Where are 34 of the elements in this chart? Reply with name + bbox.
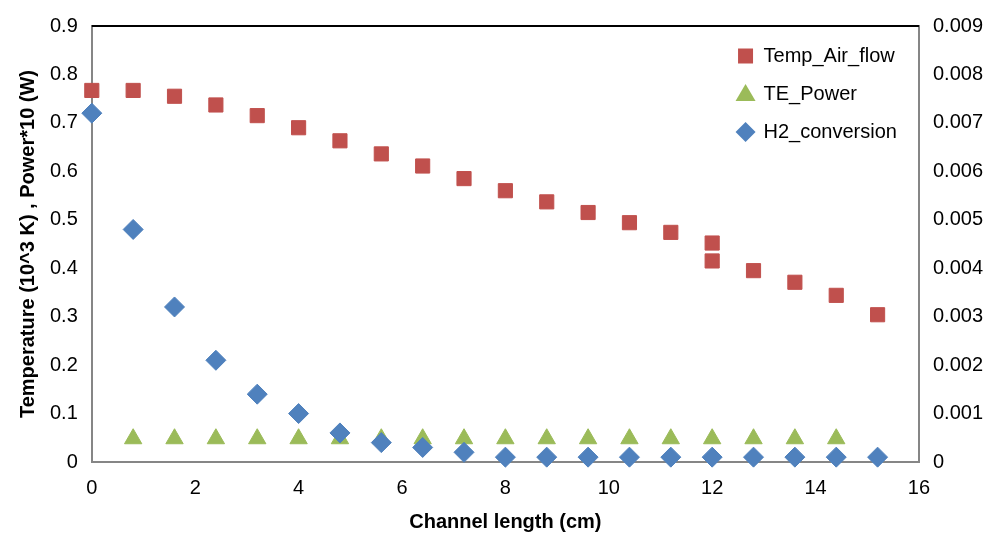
x-tick-label: 14 xyxy=(804,475,827,498)
y-tick-label: 0.6 xyxy=(49,158,78,181)
y-tick-label: 0.7 xyxy=(49,110,78,133)
y2-tick-label: 0.004 xyxy=(932,255,984,278)
x-tick-label: 2 xyxy=(189,475,201,498)
y-tick-label: 0.1 xyxy=(49,401,78,424)
y2-tick-label: 0.008 xyxy=(932,61,984,84)
y-tick-label: 0.8 xyxy=(49,61,78,84)
x-tick-label: 0 xyxy=(86,475,98,498)
y-tick-label: 0.3 xyxy=(49,304,78,327)
x-tick-label: 6 xyxy=(396,475,408,498)
x-axis-title: Channel length (cm) xyxy=(409,509,602,532)
y-axis-title: Temperature (10^3 K) , Power*10 (W) xyxy=(15,69,38,419)
y2-tick-label: 0.007 xyxy=(932,110,984,133)
y2-tick-label: 0 xyxy=(932,449,945,472)
x-tick-label: 16 xyxy=(907,475,931,498)
y2-tick-label: 0.005 xyxy=(932,207,984,230)
x-tick-label: 12 xyxy=(701,475,724,498)
legend-label: Temp_Air_flow xyxy=(763,43,896,67)
y-tick-label: 0.2 xyxy=(49,352,78,375)
legend-label: TE_Power xyxy=(763,81,858,105)
x-tick-label: 8 xyxy=(499,475,511,498)
y-tick-label: 0.5 xyxy=(49,207,78,230)
y2-tick-label: 0.002 xyxy=(932,352,984,375)
y-tick-label: 0 xyxy=(66,449,78,472)
y2-tick-label: 0.009 xyxy=(932,13,984,36)
y2-tick-label: 0.006 xyxy=(932,158,984,181)
x-tick-label: 4 xyxy=(293,475,305,498)
y-tick-label: 0.4 xyxy=(49,255,78,278)
legend-label: H2_conversion xyxy=(763,119,897,143)
y2-tick-label: 0.001 xyxy=(932,401,984,424)
y2-tick-label: 0.003 xyxy=(932,304,984,327)
y-tick-label: 0.9 xyxy=(49,13,78,36)
x-tick-label: 10 xyxy=(597,475,620,498)
